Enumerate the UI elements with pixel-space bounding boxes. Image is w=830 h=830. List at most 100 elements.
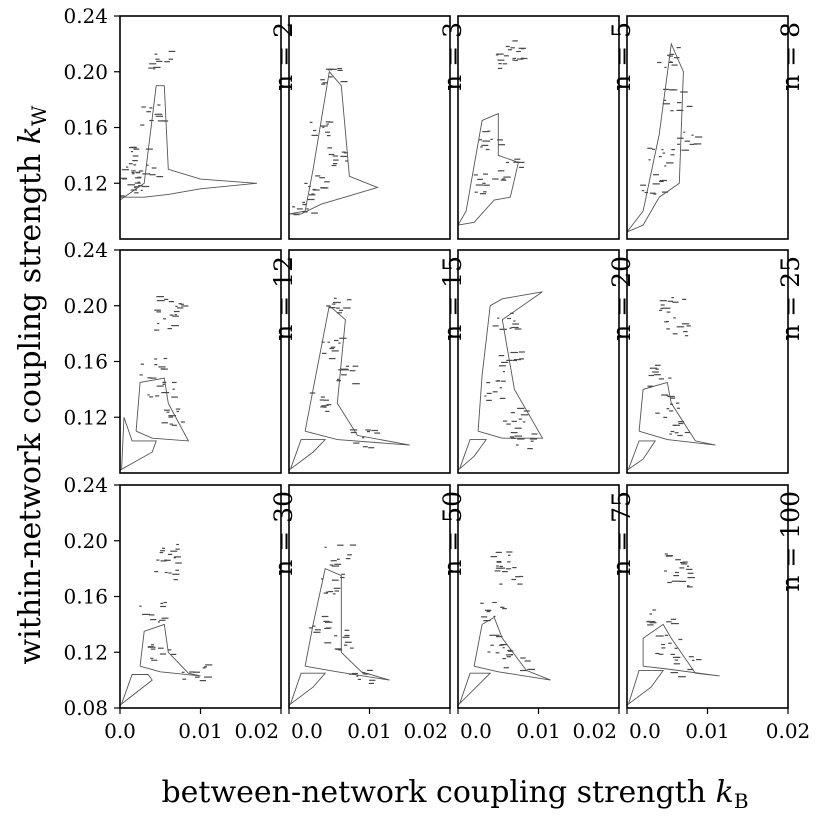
speck-mark (668, 377, 672, 379)
speck-mark (171, 653, 177, 655)
panel-frame (119, 249, 282, 474)
panel-frame (626, 15, 789, 240)
speck-mark (515, 444, 519, 446)
speck-mark (156, 311, 161, 313)
speck-mark (666, 621, 672, 623)
speck-mark (503, 55, 509, 57)
speck-mark (520, 414, 529, 416)
panel-label: n = 8 (776, 22, 805, 91)
panel-n-5: n = 5 (457, 15, 636, 240)
speck-mark (500, 380, 506, 382)
x-tick-label: 0.0 (629, 719, 661, 743)
speck-mark (501, 178, 506, 180)
speck-mark (486, 611, 491, 613)
speck-mark (140, 363, 144, 365)
x-tick-label: 0.0 (104, 719, 136, 743)
speck-mark (328, 153, 335, 156)
speck-mark (674, 659, 678, 661)
x-tick-label: 0.0 (291, 719, 323, 743)
panel-frame (457, 484, 620, 709)
speck-mark (673, 663, 681, 665)
speck-mark (498, 644, 504, 646)
speck-mark (350, 429, 358, 431)
speck-mark (157, 104, 161, 106)
speck-mark (680, 91, 688, 93)
speck-mark (309, 194, 316, 196)
speck-mark (139, 605, 142, 607)
speck-mark (326, 123, 329, 125)
speck-mark (351, 672, 358, 675)
speck-mark (328, 591, 334, 593)
speck-mark (159, 653, 167, 655)
speck-mark (142, 173, 151, 175)
speck-mark (309, 392, 316, 394)
speck-mark (484, 395, 487, 397)
speck-mark (306, 208, 309, 210)
speck-mark (490, 644, 494, 646)
y-tick-label: 0.20 (63, 60, 108, 84)
speck-mark (660, 304, 665, 306)
speck-mark (170, 550, 178, 552)
speck-mark (517, 161, 525, 163)
speck-mark (327, 147, 333, 149)
speck-mark (495, 567, 503, 569)
speck-mark (675, 402, 680, 404)
speck-mark (138, 185, 143, 187)
speck-mark (677, 143, 680, 145)
speck-mark (174, 314, 177, 316)
speck-mark (672, 333, 678, 335)
speck-mark (174, 556, 181, 558)
speck-mark (181, 305, 189, 307)
speck-mark (515, 576, 520, 578)
speck-mark (508, 554, 511, 556)
speck-mark (327, 69, 333, 71)
speck-mark (157, 120, 166, 122)
speck-mark (314, 629, 321, 631)
speck-mark (168, 58, 174, 60)
speck-mark (311, 134, 318, 136)
speck-mark (335, 307, 340, 309)
speck-mark (486, 399, 492, 401)
speck-mark (158, 366, 166, 368)
speck-mark (677, 137, 684, 139)
speck-mark (663, 88, 669, 90)
speck-mark (507, 561, 511, 563)
speck-mark (145, 148, 153, 150)
speck-mark (496, 53, 504, 55)
speck-mark (340, 155, 348, 157)
speck-mark (662, 103, 670, 105)
speck-mark (167, 649, 172, 651)
speck-mark (481, 144, 489, 146)
speck-mark (340, 576, 345, 579)
speck-mark (158, 621, 161, 623)
panel-label: n = 25 (776, 256, 805, 341)
speck-mark (339, 337, 347, 339)
speck-mark (320, 187, 329, 189)
speck-mark (508, 650, 514, 652)
speck-mark (162, 120, 169, 122)
speck-mark (676, 407, 680, 409)
speck-mark (180, 421, 185, 423)
speck-mark (312, 625, 316, 627)
speck-mark (155, 115, 163, 117)
speck-mark (672, 301, 679, 303)
speck-mark (159, 552, 164, 554)
speck-mark (350, 647, 354, 649)
speck-mark (323, 399, 329, 401)
speck-mark (517, 438, 525, 440)
speck-mark (178, 303, 182, 305)
speck-mark (495, 551, 502, 553)
speck-mark (341, 374, 347, 376)
speck-mark (142, 613, 151, 615)
speck-mark (345, 160, 349, 162)
speck-mark (172, 388, 175, 390)
speck-mark (173, 579, 179, 581)
speck-mark (367, 669, 373, 671)
speck-mark (172, 315, 179, 317)
speck-mark (166, 411, 170, 413)
x-axis-label: between-network coupling strength kB (161, 775, 748, 813)
speck-mark (514, 158, 521, 160)
speck-mark (176, 543, 179, 546)
speck-mark (517, 583, 523, 585)
speck-mark (486, 392, 492, 394)
